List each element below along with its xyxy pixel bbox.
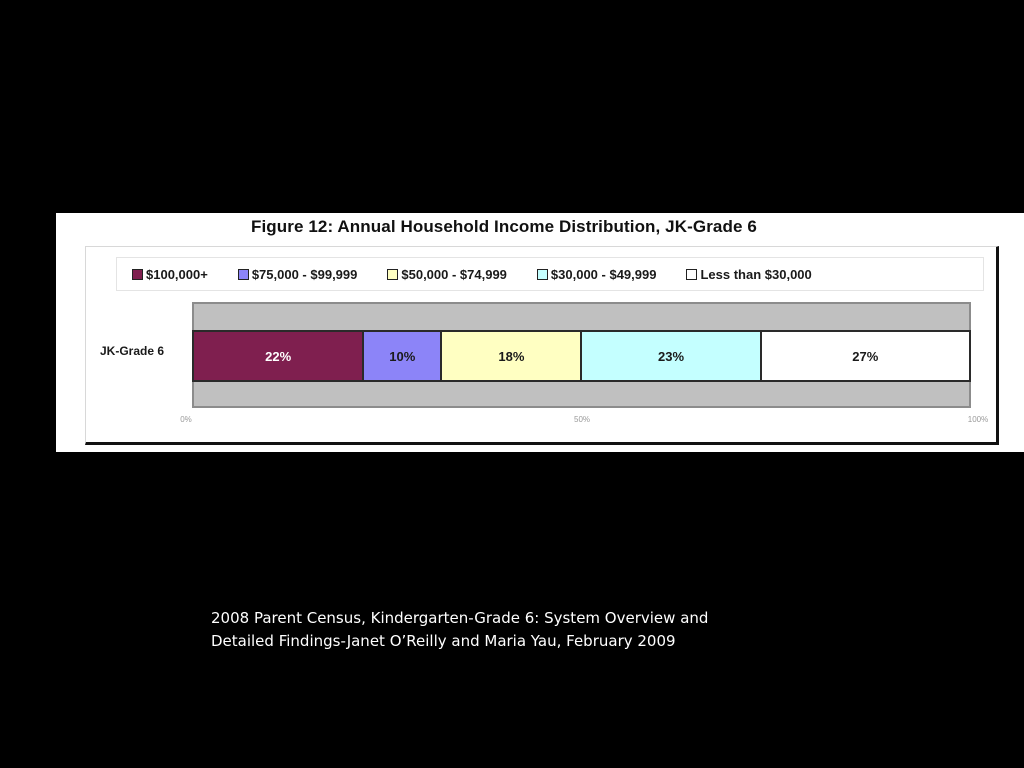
data-label: 22% (265, 348, 292, 364)
legend-swatch-icon (387, 268, 399, 280)
data-label: 27% (852, 348, 879, 364)
legend-item-50k-74k: $50,000 - $74,999 (387, 267, 507, 282)
bar-segment-100k-plus: 22% (192, 330, 364, 382)
bar-segment-30k-49k: 23% (581, 330, 761, 382)
legend-label: $30,000 - $49,999 (550, 266, 657, 282)
legend-swatch-icon (132, 268, 143, 280)
plot-area: 22% 10% 18% 23% 27% (192, 302, 971, 408)
data-label: 23% (658, 348, 685, 364)
chart-frame: $100,000+ $75,000 - $99,999 $50,000 - $7… (85, 246, 999, 445)
x-tick: 50% (573, 415, 591, 424)
legend-item-75k-99k: $75,000 - $99,999 (237, 266, 358, 282)
data-label: 10% (389, 348, 416, 364)
legend-swatch-icon (686, 268, 698, 280)
category-label: JK-Grade 6 (100, 344, 165, 358)
bar-segment-75k-99k: 10% (363, 330, 442, 382)
legend-label: $75,000 - $99,999 (251, 266, 358, 282)
figure-title: Figure 12: Annual Household Income Distr… (251, 217, 757, 236)
legend-label: Less than $30,000 (700, 266, 812, 282)
bar-segment-50k-74k: 18% (441, 330, 582, 382)
figure-image: Figure 12: Annual Household Income Distr… (56, 213, 1024, 452)
caption-line-1: 2008 Parent Census, Kindergarten-Grade 6… (211, 609, 709, 627)
legend-item-30k-49k: $30,000 - $49,999 (536, 266, 657, 282)
legend-label: $50,000 - $74,999 (401, 266, 507, 282)
stacked-bar: 22% 10% 18% 23% 27% (192, 330, 971, 382)
source-caption: 2008 Parent Census, Kindergarten-Grade 6… (211, 607, 811, 653)
caption-line-2: Detailed Findings-Janet O’Reilly and Mar… (211, 632, 676, 650)
x-axis-ticks: 0% 50% 100% (180, 415, 988, 429)
data-label: 18% (498, 348, 525, 364)
legend-item-100k-plus: $100,000+ (132, 267, 208, 282)
legend-label: $100,000+ (146, 266, 208, 282)
bar-segment-less-30k: 27% (760, 330, 971, 382)
legend-swatch-icon (536, 268, 548, 280)
chart-legend: $100,000+ $75,000 - $99,999 $50,000 - $7… (116, 257, 984, 291)
x-tick: 100% (967, 415, 989, 424)
x-tick: 0% (180, 415, 192, 424)
legend-swatch-icon (237, 268, 249, 280)
legend-item-less-30k: Less than $30,000 (686, 266, 812, 282)
